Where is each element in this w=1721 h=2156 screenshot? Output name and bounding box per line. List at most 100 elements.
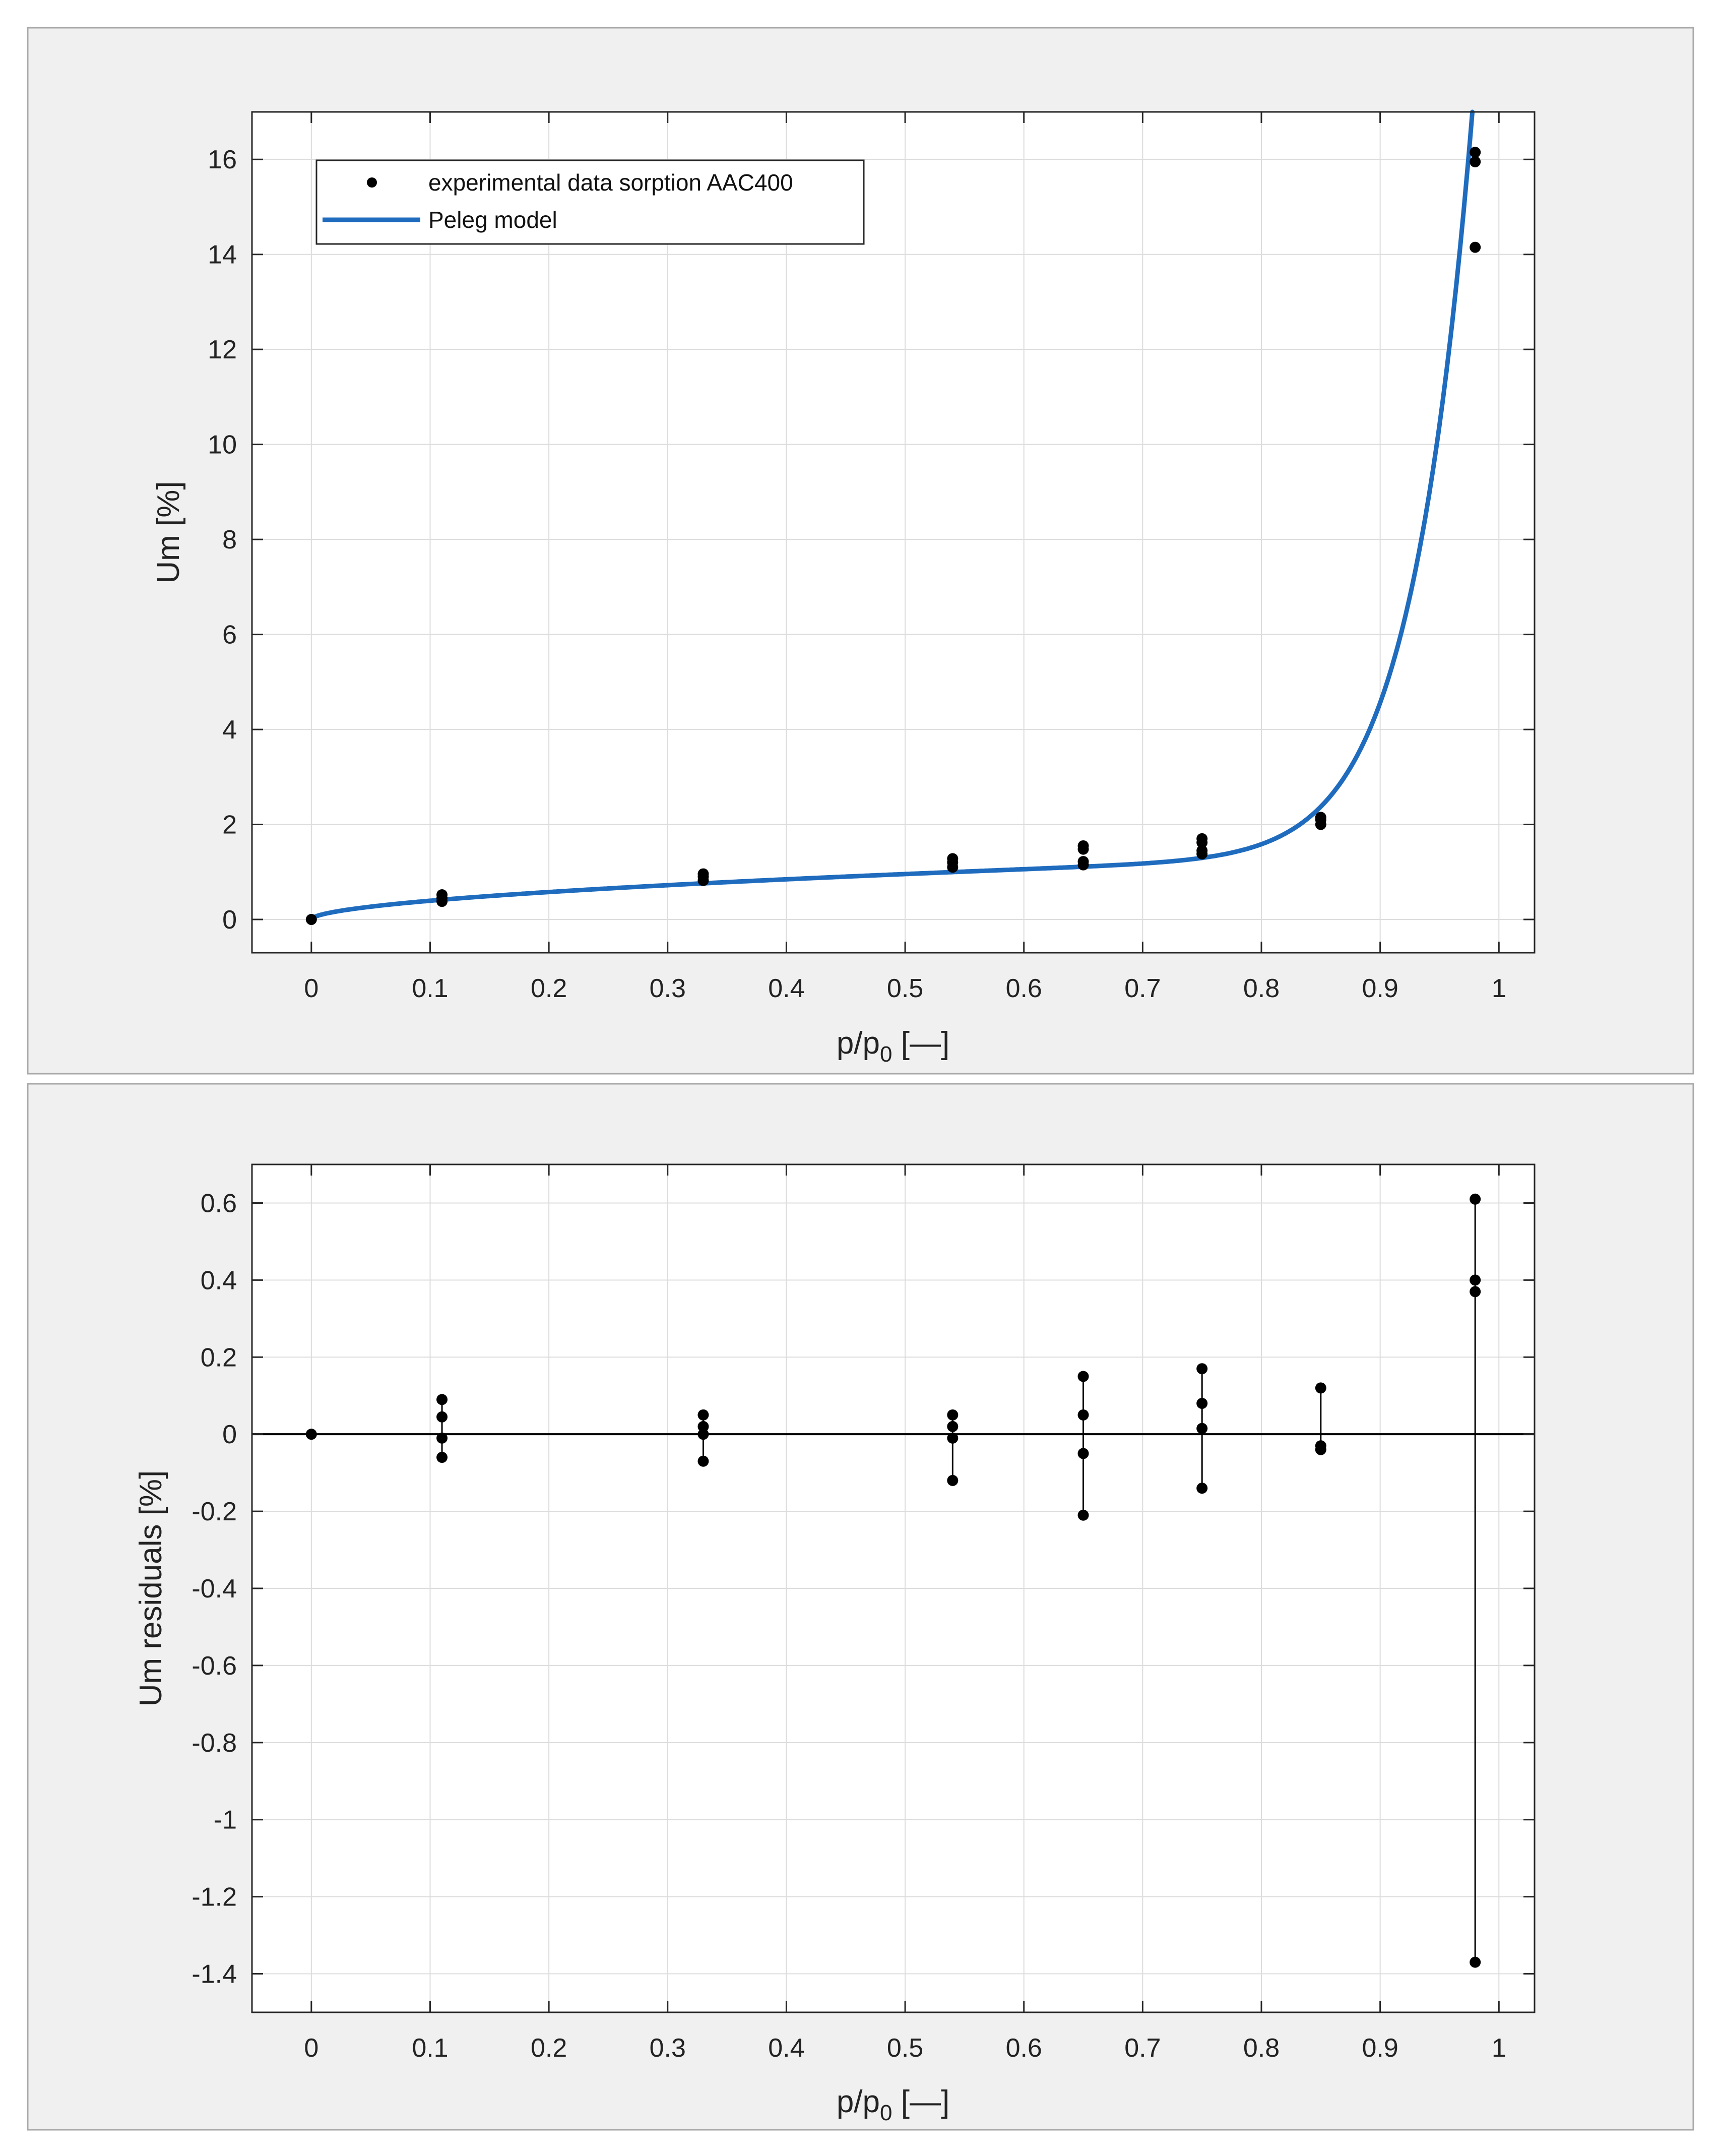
residual-point: [436, 1452, 448, 1463]
residual-points-layer: [305, 1193, 1481, 1968]
residual-point: [1196, 1398, 1208, 1409]
legend-box: [315, 159, 865, 245]
residual-point: [1470, 1274, 1481, 1286]
top-plot-frame: [251, 111, 1536, 954]
residual-point: [436, 1394, 448, 1405]
bottom-y-tick-label: -0.2: [192, 1497, 237, 1526]
bottom-x-tick-label: 0.8: [1243, 2034, 1280, 2063]
bottom-x-tick-label: 0.5: [887, 2034, 923, 2063]
experimental-data-point: [947, 853, 959, 865]
top-x-tick-label: 0.5: [887, 974, 923, 1003]
residuals-chart: 0 0.1 0.2 0.3 0.4 0.5 0.6 0.7 0.8 0.9 1 0.60.40.20…: [134, 1163, 1536, 2125]
residual-point: [1077, 1371, 1089, 1382]
top-x-tick-label: 0.8: [1243, 974, 1280, 1003]
top-ticks: [252, 112, 1535, 953]
experimental-data-point: [1470, 241, 1481, 253]
bottom-y-tick-label: 0.2: [201, 1343, 237, 1372]
residual-point: [947, 1474, 959, 1486]
bottom-y-tick-label: 0.6: [201, 1189, 237, 1218]
residual-point: [697, 1409, 709, 1421]
residual-point: [1470, 1193, 1481, 1205]
bottom-y-axis-label: Um residuals [%]: [134, 1470, 168, 1707]
residual-point: [1196, 1363, 1208, 1375]
top-y-tick-label: 0: [222, 905, 237, 935]
experimental-data-point: [1196, 833, 1208, 844]
residual-point: [1470, 1286, 1481, 1298]
top-x-tick-label: 0.9: [1362, 974, 1398, 1003]
bottom-x-axis-label: p/p0 [—]: [837, 2084, 949, 2125]
residual-point: [697, 1421, 709, 1432]
bottom-x-tick-labels: 0 0.1 0.2 0.3 0.4 0.5 0.6 0.7 0.8 0.9 1: [304, 2034, 1506, 2063]
bottom-y-tick-label: -1.2: [192, 1883, 237, 1912]
residual-point: [436, 1411, 448, 1423]
bottom-y-tick-label: 0.4: [201, 1266, 237, 1295]
residual-point: [305, 1429, 317, 1440]
top-y-tick-label: 16: [208, 145, 237, 174]
residual-point: [1077, 1448, 1089, 1459]
top-x-tick-label: 0: [304, 974, 318, 1003]
bottom-y-tick-label: -1.4: [192, 1960, 237, 1989]
experimental-points-layer: [305, 147, 1481, 926]
experimental-data-point: [1470, 156, 1481, 167]
residual-point: [436, 1432, 448, 1444]
bottom-y-tick-label: 0: [222, 1420, 237, 1449]
peleg-model-layer: [309, 109, 1475, 922]
residual-point: [697, 1455, 709, 1467]
bottom-x-tick-label: 0.3: [650, 2034, 686, 2063]
experimental-data-point: [697, 868, 709, 880]
top-x-tick-label: 0.1: [412, 974, 448, 1003]
peleg-model-curve: [309, 109, 1475, 922]
bottom-y-tick-labels: 0.6 0.4 0.2 0 -0.2 -0.4 -0.6 -0.8 -1 -1.2 -1.4: [192, 1189, 237, 1989]
top-x-tick-label: 0.7: [1124, 974, 1161, 1003]
top-y-tick-label: 12: [208, 335, 237, 364]
top-y-tick-label: 8: [222, 525, 237, 555]
bottom-y-tick-label: -0.6: [192, 1651, 237, 1681]
bottom-x-tick-label: 0.2: [531, 2034, 567, 2063]
residual-point: [947, 1421, 959, 1432]
top-y-tick-labels: 0 2 4 6 8 10 12 14 16: [208, 145, 237, 935]
top-y-tick-label: 2: [222, 811, 237, 840]
bottom-y-tick-label: -1: [214, 1806, 237, 1835]
top-y-tick-label: 10: [208, 430, 237, 460]
top-y-tick-label: 14: [208, 240, 237, 270]
top-y-axis-label: Um [%]: [151, 481, 186, 583]
experimental-data-point: [1315, 812, 1326, 823]
experimental-data-point: [1196, 845, 1208, 856]
legend-label-peleg: Peleg model: [428, 207, 557, 233]
residual-point: [1077, 1409, 1089, 1421]
experimental-data-point: [1470, 147, 1481, 158]
residual-point: [1196, 1423, 1208, 1434]
residual-point: [947, 1432, 959, 1444]
bottom-x-tick-label: 0.1: [412, 2034, 448, 2063]
legend: experimental data sorption AAC400 Peleg …: [315, 159, 865, 245]
bottom-y-tick-label: -0.8: [192, 1729, 237, 1758]
top-x-axis-label: p/p0 [—]: [837, 1026, 949, 1067]
experimental-data-point: [1077, 840, 1089, 851]
top-y-tick-label: 4: [222, 715, 237, 745]
bottom-x-tick-label: 0: [304, 2034, 318, 2063]
top-x-tick-label: 0.4: [768, 974, 804, 1003]
bottom-x-tick-label: 1: [1492, 2034, 1506, 2063]
experimental-data-point: [436, 889, 448, 901]
experimental-data-point: [1077, 856, 1089, 868]
top-x-tick-label: 0.3: [650, 974, 686, 1003]
top-x-tick-label: 0.2: [531, 974, 567, 1003]
legend-label-experimental: experimental data sorption AAC400: [428, 169, 793, 196]
top-x-tick-label: 0.6: [1006, 974, 1042, 1003]
bottom-gridlines: [252, 1164, 1535, 2012]
experimental-data-point: [305, 914, 317, 926]
bottom-x-tick-label: 0.6: [1006, 2034, 1042, 2063]
residual-point: [1196, 1483, 1208, 1494]
sorption-isotherm-chart: 0 0.1 0.2 0.3 0.4 0.5 0.6 0.7 0.8 0.9 1 0 2 4 6 8 10 12 1…: [151, 109, 1536, 1067]
top-x-tick-label: 1: [1492, 974, 1506, 1003]
bottom-x-tick-label: 0.4: [768, 2034, 804, 2063]
top-x-tick-labels: 0 0.1 0.2 0.3 0.4 0.5 0.6 0.7 0.8 0.9 1: [304, 974, 1506, 1003]
top-y-tick-label: 6: [222, 621, 237, 650]
legend-marker-experimental: [367, 177, 377, 188]
bottom-x-tick-label: 0.9: [1362, 2034, 1398, 2063]
residual-point: [1315, 1382, 1326, 1394]
bottom-y-tick-label: -0.4: [192, 1574, 237, 1604]
bottom-ticks: [252, 1164, 1535, 2012]
residual-point: [697, 1429, 709, 1440]
